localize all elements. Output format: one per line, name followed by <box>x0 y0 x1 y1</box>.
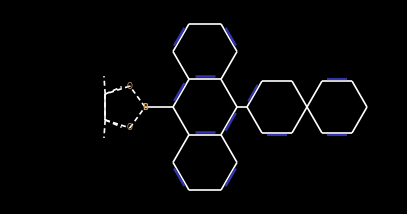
Text: O: O <box>127 82 133 91</box>
Text: O: O <box>127 123 133 132</box>
Text: B: B <box>142 103 148 111</box>
